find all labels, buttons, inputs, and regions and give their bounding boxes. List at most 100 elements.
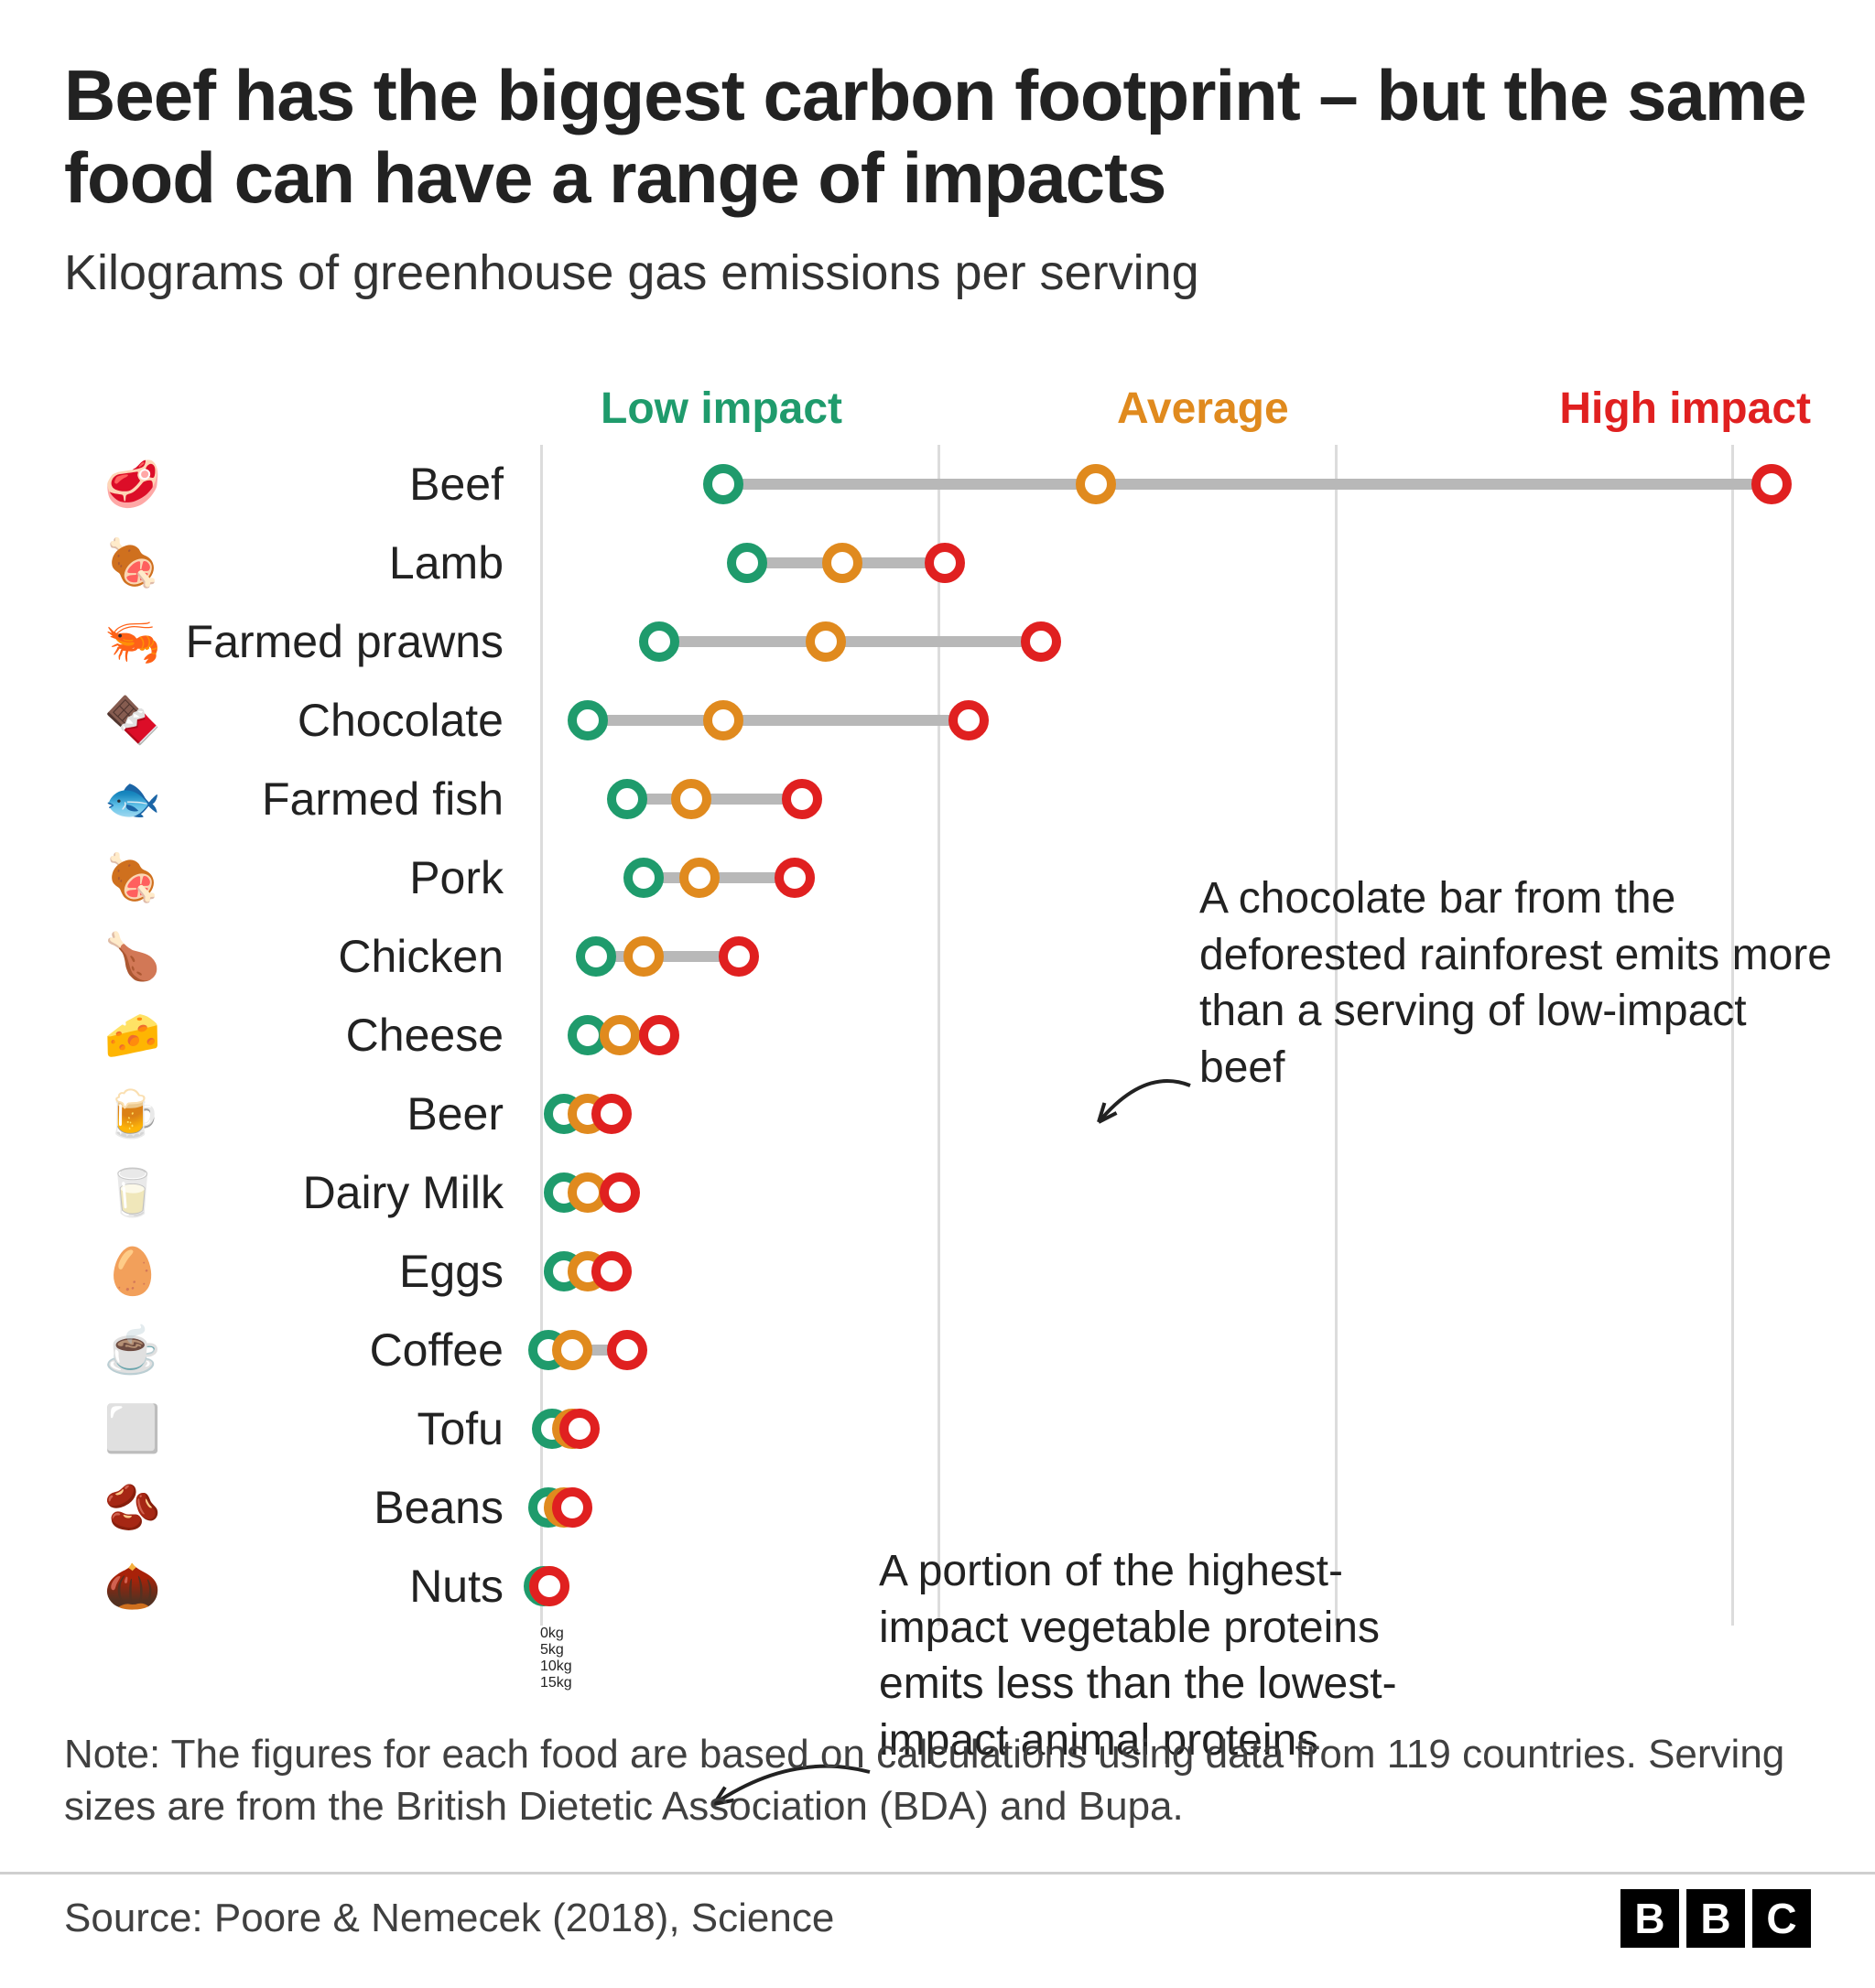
food-label: Chicken <box>174 930 540 983</box>
gridline <box>1731 1311 1734 1389</box>
marker-high <box>1751 464 1792 504</box>
row-track <box>540 445 1811 524</box>
gridline <box>1335 1389 1338 1468</box>
food-icon: ☕ <box>64 1327 174 1373</box>
gridline <box>1731 681 1734 760</box>
gridline <box>938 1311 940 1389</box>
gridline <box>1335 1153 1338 1232</box>
footer: Source: Poore & Nemecek (2018), Science … <box>64 1889 1811 1948</box>
gridline <box>1731 1232 1734 1311</box>
chart-title: Beef has the biggest carbon footprint – … <box>64 55 1811 219</box>
gridline <box>1335 1468 1338 1547</box>
food-label: Chocolate <box>174 694 540 747</box>
food-icon: 🐟 <box>64 776 174 822</box>
food-label: Eggs <box>174 1245 540 1298</box>
marker-high <box>782 779 822 819</box>
food-icon: 🥚 <box>64 1248 174 1294</box>
marker-avg <box>806 621 846 662</box>
row-track <box>540 760 1811 838</box>
data-row: ⬜Tofu <box>64 1389 1811 1468</box>
marker-low <box>607 779 647 819</box>
food-icon: 🧀 <box>64 1012 174 1058</box>
gridline <box>540 681 543 760</box>
marker-high <box>639 1015 679 1055</box>
marker-low <box>568 700 608 740</box>
food-icon: 🍫 <box>64 697 174 743</box>
gridline <box>1731 1389 1734 1468</box>
gridline <box>540 838 543 917</box>
food-label: Farmed prawns <box>174 615 540 668</box>
food-icon: 🌰 <box>64 1563 174 1609</box>
row-track <box>540 1389 1811 1468</box>
gridline <box>1731 1547 1734 1626</box>
marker-low <box>703 464 743 504</box>
data-row: 🥛Dairy Milk <box>64 1153 1811 1232</box>
footnote: Note: The figures for each food are base… <box>64 1728 1811 1832</box>
row-track <box>540 1232 1811 1311</box>
food-label: Cheese <box>174 1009 540 1062</box>
food-icon: 🥛 <box>64 1170 174 1215</box>
marker-avg <box>1076 464 1116 504</box>
row-track <box>540 681 1811 760</box>
marker-high <box>552 1487 592 1528</box>
row-track <box>540 1311 1811 1389</box>
marker-high <box>591 1251 632 1291</box>
gridline <box>1731 1468 1734 1547</box>
bbc-logo-block: B <box>1620 1889 1679 1948</box>
data-row: 🫘Beans <box>64 1468 1811 1547</box>
gridline <box>938 838 940 917</box>
marker-avg <box>600 1015 640 1055</box>
marker-low <box>576 936 616 977</box>
food-icon: 🍗 <box>64 934 174 979</box>
data-row: 🥩Beef <box>64 445 1811 524</box>
source-text: Source: Poore & Nemecek (2018), Science <box>64 1896 834 1941</box>
gridline <box>1731 602 1734 681</box>
marker-high <box>591 1094 632 1134</box>
data-row: 🐟Farmed fish <box>64 760 1811 838</box>
gridline <box>540 445 543 524</box>
gridline <box>1335 524 1338 602</box>
gridline <box>540 996 543 1075</box>
bbc-logo-block: C <box>1752 1889 1811 1948</box>
marker-high <box>775 858 815 898</box>
food-label: Beef <box>174 458 540 511</box>
food-icon: 🦐 <box>64 619 174 664</box>
marker-high <box>607 1330 647 1370</box>
marker-high <box>948 700 989 740</box>
chart-container: Beef has the biggest carbon footprint – … <box>0 0 1875 1988</box>
food-label: Tofu <box>174 1402 540 1455</box>
marker-avg <box>623 936 664 977</box>
food-label: Coffee <box>174 1324 540 1377</box>
footer-divider <box>0 1872 1875 1875</box>
annotation-text: A chocolate bar from the deforested rain… <box>1199 870 1840 1096</box>
data-row: 🥚Eggs <box>64 1232 1811 1311</box>
legend-avg: Average <box>1117 384 1289 434</box>
gridline <box>1731 760 1734 838</box>
gridline <box>540 524 543 602</box>
data-row: 🍫Chocolate <box>64 681 1811 760</box>
gridline <box>938 1389 940 1468</box>
chart-subtitle: Kilograms of greenhouse gas emissions pe… <box>64 244 1811 301</box>
gridline <box>540 602 543 681</box>
food-icon: 🍖 <box>64 855 174 901</box>
gridline <box>540 760 543 838</box>
range-connector <box>627 794 802 805</box>
range-connector <box>588 715 969 726</box>
legend-low: Low impact <box>601 384 842 434</box>
row-track <box>540 1153 1811 1232</box>
marker-low <box>727 543 767 583</box>
gridline <box>1731 1153 1734 1232</box>
marker-avg <box>679 858 720 898</box>
food-icon: 🍖 <box>64 540 174 586</box>
gridline <box>1335 681 1338 760</box>
dot-range-chart: 🥩Beef🍖Lamb🦐Farmed prawns🍫Chocolate🐟Farme… <box>64 445 1811 1717</box>
gridline <box>1731 524 1734 602</box>
marker-high <box>529 1566 569 1606</box>
range-connector <box>723 479 1772 490</box>
data-row: 🍖Lamb <box>64 524 1811 602</box>
gridline <box>938 1075 940 1153</box>
food-label: Beans <box>174 1481 540 1534</box>
gridline <box>938 996 940 1075</box>
legend: Low impact Average High impact <box>601 384 1811 434</box>
marker-high <box>719 936 759 977</box>
